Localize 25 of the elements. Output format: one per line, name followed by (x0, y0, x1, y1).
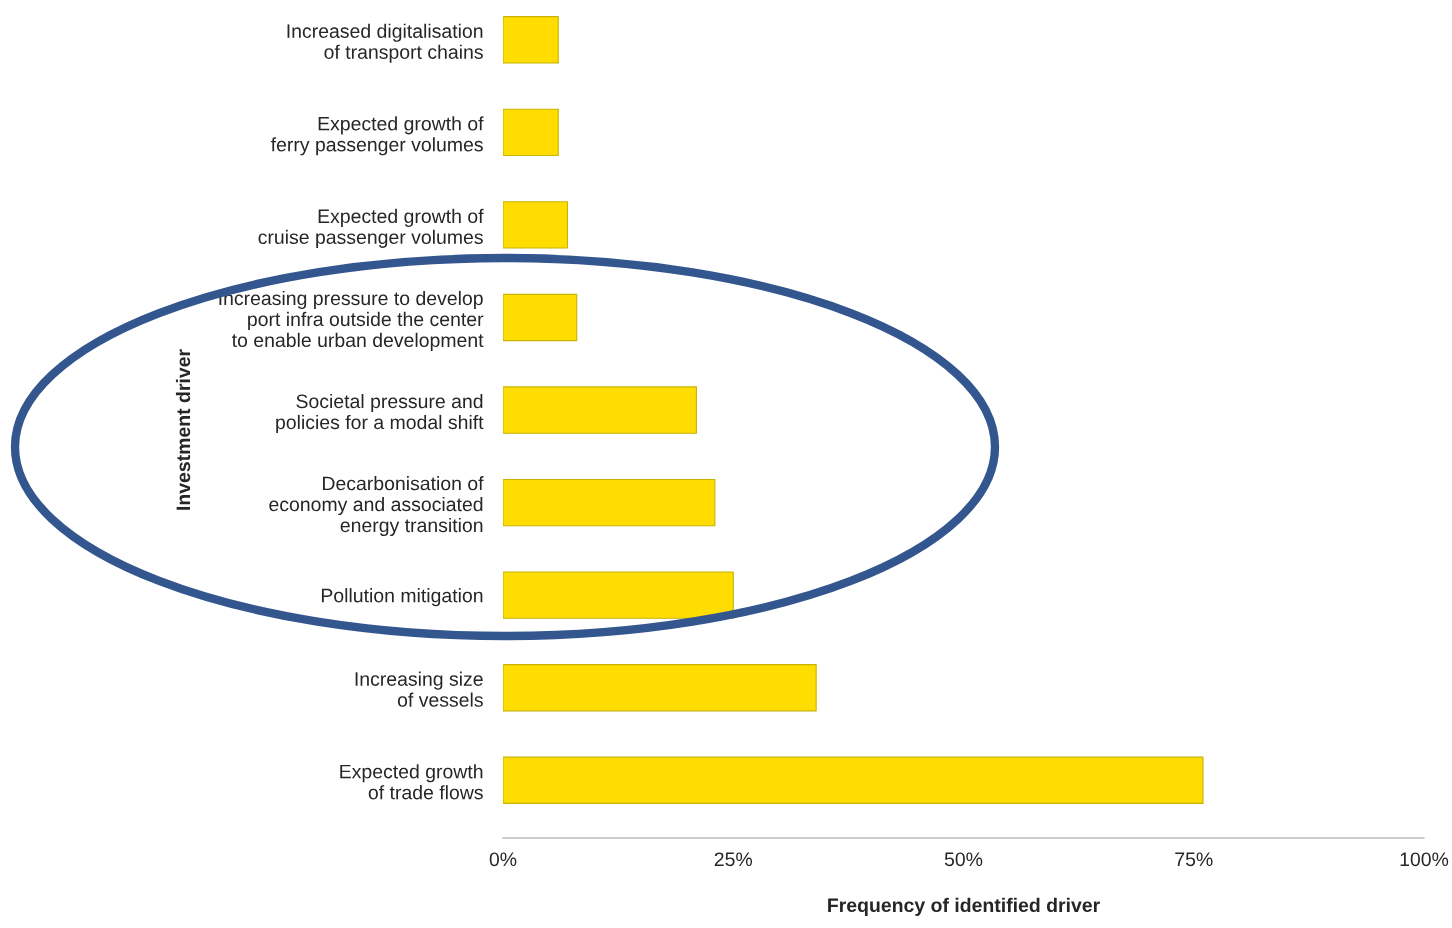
y-tick-label: Expected growth of cruise passenger volumes (258, 208, 484, 248)
bar (503, 756, 1204, 804)
bar (503, 478, 716, 527)
bar (503, 293, 578, 342)
y-tick-label: Societal pressure and policies for a modal shift (276, 393, 484, 434)
bar (503, 16, 559, 64)
y-tick-label: Pollution mitigation (321, 588, 483, 607)
y-tick-label: Expected growth of trade flows (340, 764, 483, 800)
bar (503, 386, 697, 434)
y-tick-label: Decarbonisation of economy and associated energy transition (269, 476, 484, 537)
bar (503, 571, 734, 619)
y-tick-label: Increasing size of vessels (355, 671, 483, 707)
x-tick-label: 0% (489, 852, 517, 867)
bar (503, 664, 817, 712)
x-tick-label: 100% (1400, 852, 1449, 867)
y-tick-label: Increased digitalisation of transport chains (287, 23, 483, 63)
bar (503, 108, 559, 157)
y-tick-label: Increasing pressure to develop port infra outside the center to enable urban development (219, 290, 484, 351)
y-tick-label: Expected growth of ferry passenger volumes (270, 116, 484, 156)
x-tick-label: 25% (714, 852, 753, 867)
bar (503, 201, 569, 249)
y-axis-title: Investment driver (175, 349, 191, 510)
x-tick-label: 75% (1175, 852, 1213, 867)
x-tick-label: 50% (944, 852, 983, 867)
x-axis-title: Frequency of identified driver (828, 897, 1100, 916)
